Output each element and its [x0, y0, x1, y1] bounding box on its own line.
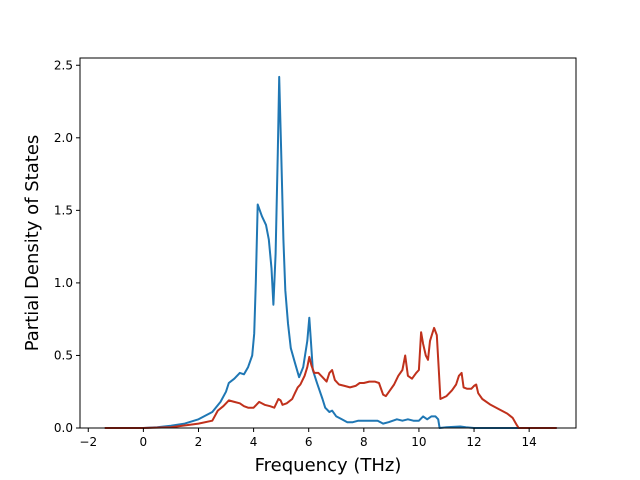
- series-layer: [104, 75, 557, 429]
- series-line-1: [104, 75, 557, 429]
- y-tick-label: 1.0: [54, 276, 73, 290]
- x-tick-label: 2: [195, 435, 203, 449]
- y-axis-label: Partial Density of States: [22, 135, 43, 352]
- x-tick-label: 6: [305, 435, 313, 449]
- y-tick-label: 1.5: [54, 203, 73, 217]
- series-line-2: [104, 326, 557, 429]
- y-tick-label: 0.5: [54, 348, 73, 362]
- y-tick-label: 2.5: [54, 58, 73, 72]
- x-tick-label: 10: [411, 435, 426, 449]
- x-tick-label: 8: [360, 435, 368, 449]
- plot-area-frame: [79, 57, 577, 429]
- y-tick-label: 2.0: [54, 131, 73, 145]
- x-tick-label: 4: [250, 435, 258, 449]
- ticks-layer: −2 0 2 4 6 8 10 12 14 0.0 0.5 1.0 1.5 2.0 2.5: [54, 58, 537, 449]
- x-tick-label: 0: [140, 435, 148, 449]
- x-tick-label: −2: [79, 435, 97, 449]
- x-tick-label: 12: [466, 435, 481, 449]
- x-tick-label: 14: [522, 435, 537, 449]
- y-tick-label: 0.0: [54, 421, 73, 435]
- x-axis-label: Frequency (THz): [255, 455, 402, 476]
